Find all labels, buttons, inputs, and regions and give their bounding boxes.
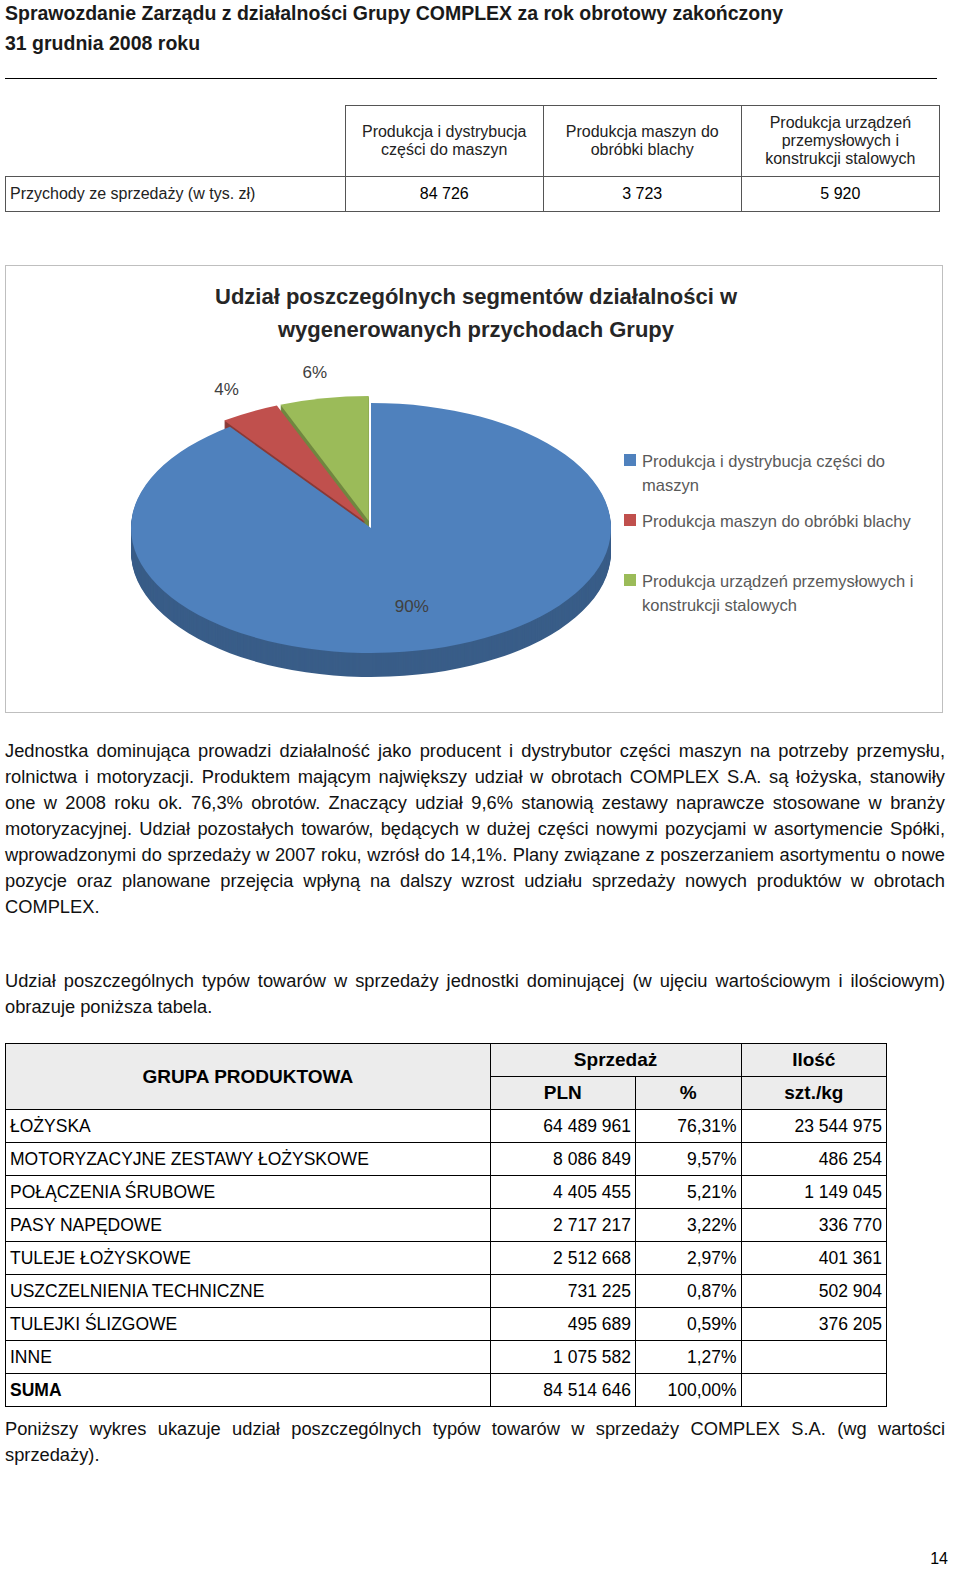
table-cell: 84 726	[345, 177, 543, 212]
legend-item: Produkcja maszyn do obróbki blachy	[624, 509, 924, 569]
table-cell: 336 770	[741, 1209, 886, 1242]
table-row: Przychody ze sprzedaży (w tys. zł)84 726…	[6, 177, 940, 212]
header-title: 31 grudnia 2008 roku	[5, 32, 200, 55]
table-row: ŁOŻYSKA64 489 96176,31%23 544 975	[6, 1110, 887, 1143]
chart-title: Udział poszczególnych segmentów działaln…	[166, 280, 786, 346]
column-header: Ilość	[741, 1044, 886, 1077]
table-cell: 8 086 849	[490, 1143, 635, 1176]
row-label: PASY NAPĘDOWE	[6, 1209, 491, 1242]
column-header: szt./kg	[741, 1077, 886, 1110]
row-label: Przychody ze sprzedaży (w tys. zł)	[6, 177, 346, 212]
table-cell: 0,59%	[635, 1308, 741, 1341]
table-row: TULEJE ŁOŻYSKOWE2 512 6682,97%401 361	[6, 1242, 887, 1275]
pie-plot: 90% 4% 6%	[6, 266, 944, 714]
table-cell	[741, 1374, 886, 1407]
table-row: TULEJKI ŚLIZGOWE495 6890,59%376 205	[6, 1308, 887, 1341]
products-table: GRUPA PRODUKTOWASprzedażIlośćPLN%szt./kg…	[5, 1043, 887, 1407]
pie-slice	[131, 403, 611, 653]
row-label: ŁOŻYSKA	[6, 1110, 491, 1143]
row-label: SUMA	[6, 1374, 491, 1407]
column-header: Produkcja urządzeń przemysłowych i konst…	[741, 106, 939, 177]
table-cell: 0,87%	[635, 1275, 741, 1308]
table-cell: 2 512 668	[490, 1242, 635, 1275]
row-label: TULEJE ŁOŻYSKOWE	[6, 1242, 491, 1275]
legend-label: Produkcja urządzeń przemysłowych i konst…	[642, 569, 924, 617]
column-header: %	[635, 1077, 741, 1110]
table-cell: 1 075 582	[490, 1341, 635, 1374]
table-cell: 376 205	[741, 1308, 886, 1341]
row-label: TULEJKI ŚLIZGOWE	[6, 1308, 491, 1341]
segments-table: Produkcja i dystrybucja części do maszyn…	[5, 105, 940, 212]
legend-item: Produkcja i dystrybucja części do maszyn	[624, 449, 924, 509]
table-cell: 64 489 961	[490, 1110, 635, 1143]
table-cell: 1,27%	[635, 1341, 741, 1374]
table-cell	[741, 1341, 886, 1374]
chart-frame: Udział poszczególnych segmentów działaln…	[5, 265, 943, 713]
table-cell: 5 920	[741, 177, 939, 212]
table-cell: 4 405 455	[490, 1176, 635, 1209]
table-cell: 23 544 975	[741, 1110, 886, 1143]
table-cell: 1 149 045	[741, 1176, 886, 1209]
table-cell: 5,21%	[635, 1176, 741, 1209]
column-header: PLN	[490, 1077, 635, 1110]
row-label: INNE	[6, 1341, 491, 1374]
table-cell: 731 225	[490, 1275, 635, 1308]
data-label: 90%	[395, 597, 429, 616]
paragraph: Jednostka dominująca prowadzi działalnoś…	[5, 738, 945, 920]
table-row: PASY NAPĘDOWE2 717 2173,22%336 770	[6, 1209, 887, 1242]
table-cell: 495 689	[490, 1308, 635, 1341]
pie-slice	[280, 396, 368, 521]
table-cell: 502 904	[741, 1275, 886, 1308]
table-row: POŁĄCZENIA ŚRUBOWE4 405 4555,21%1 149 04…	[6, 1176, 887, 1209]
table-cell	[6, 106, 346, 177]
table-cell: 3 723	[543, 177, 741, 212]
table-cell: 3,22%	[635, 1209, 741, 1242]
table-cell: 100,00%	[635, 1374, 741, 1407]
column-header: Produkcja i dystrybucja części do maszyn	[345, 106, 543, 177]
legend-label: Produkcja i dystrybucja części do maszyn	[642, 449, 924, 497]
table-row: INNE1 075 5821,27%	[6, 1341, 887, 1374]
row-label: MOTORYZACYJNE ZESTAWY ŁOŻYSKOWE	[6, 1143, 491, 1176]
header-title: Sprawozdanie Zarządu z działalności Grup…	[5, 2, 783, 25]
caption: Poniższy wykres ukazuje udział poszczegó…	[5, 1416, 945, 1468]
column-header: GRUPA PRODUKTOWA	[6, 1044, 491, 1110]
data-label: 4%	[214, 380, 239, 399]
table-row: GRUPA PRODUKTOWASprzedażIlość	[6, 1044, 887, 1077]
table-cell: 2,97%	[635, 1242, 741, 1275]
column-header: Produkcja maszyn do obróbki blachy	[543, 106, 741, 177]
legend-item: Produkcja urządzeń przemysłowych i konst…	[624, 569, 924, 629]
table-row: SUMA84 514 646100,00%	[6, 1374, 887, 1407]
legend: Produkcja i dystrybucja części do maszyn…	[624, 449, 924, 629]
legend-swatch	[624, 514, 636, 526]
table-row: Produkcja i dystrybucja części do maszyn…	[6, 106, 940, 177]
table-row: USZCZELNIENIA TECHNICZNE731 2250,87%502 …	[6, 1275, 887, 1308]
pie-slices	[131, 396, 611, 653]
column-header: Sprzedaż	[490, 1044, 741, 1077]
table-cell: 76,31%	[635, 1110, 741, 1143]
header-rule	[5, 78, 937, 79]
table-cell: 2 717 217	[490, 1209, 635, 1242]
table-row: MOTORYZACYJNE ZESTAWY ŁOŻYSKOWE8 086 849…	[6, 1143, 887, 1176]
legend-swatch	[624, 574, 636, 586]
page-number: 14	[930, 1550, 948, 1568]
slice-depth	[131, 404, 611, 654]
legend-label: Produkcja maszyn do obróbki blachy	[642, 509, 924, 533]
legend-swatch	[624, 454, 636, 466]
paragraph: Udział poszczególnych typów towarów w sp…	[5, 968, 945, 1020]
page-body: Sprawozdanie Zarządu z działalności Grup…	[0, 0, 960, 1585]
table-cell: 84 514 646	[490, 1374, 635, 1407]
row-label: USZCZELNIENIA TECHNICZNE	[6, 1275, 491, 1308]
pie-depth	[131, 397, 611, 677]
page: Sprawozdanie Zarządu z działalności Grup…	[0, 0, 960, 1585]
table-cell: 9,57%	[635, 1143, 741, 1176]
table-cell: 401 361	[741, 1242, 886, 1275]
row-label: POŁĄCZENIA ŚRUBOWE	[6, 1176, 491, 1209]
table-cell: 486 254	[741, 1143, 886, 1176]
data-label: 6%	[302, 363, 327, 382]
